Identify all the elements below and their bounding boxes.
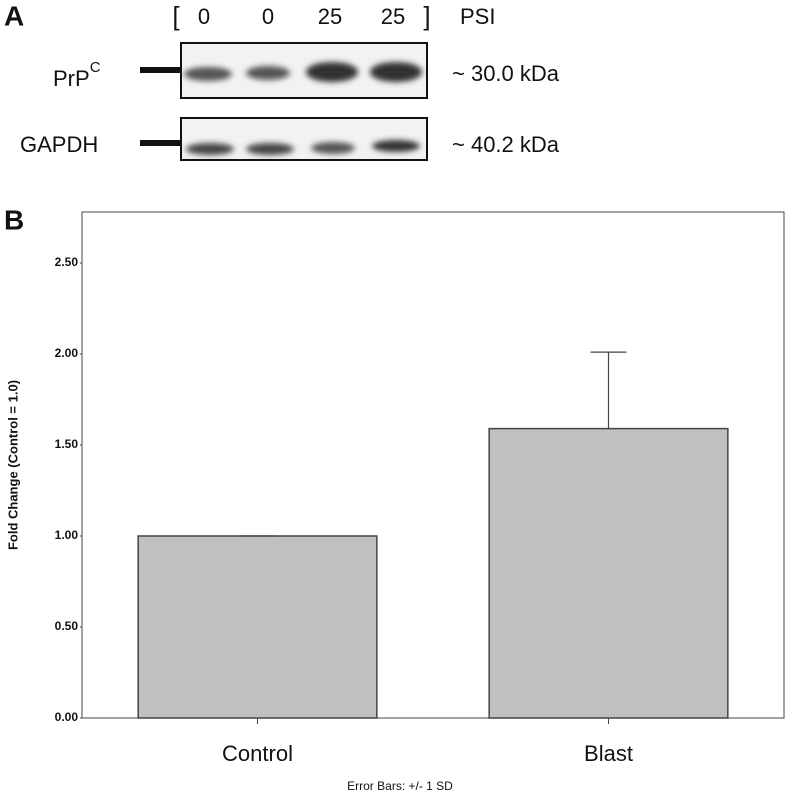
panel-label: B xyxy=(4,204,24,235)
y-tick-label: 2.50 xyxy=(55,255,79,269)
y-tick-label: 1.00 xyxy=(55,528,79,542)
lane-label: 25 xyxy=(318,4,342,29)
note: Error Bars: +/- 1 SD xyxy=(347,779,453,793)
plot-frame xyxy=(81,211,785,719)
lane-label: 0 xyxy=(198,4,210,29)
panel-label: A xyxy=(4,0,24,31)
blot-name: PrPC xyxy=(53,59,101,91)
error-bar xyxy=(590,351,627,429)
blot-image xyxy=(180,42,428,99)
unit-label: PSI xyxy=(460,4,495,29)
blot-name-text: PrP xyxy=(53,66,90,91)
blot-name: GAPDH xyxy=(20,132,98,157)
blot-size: ~ 30.0 kDa xyxy=(452,61,560,86)
lane-label: 25 xyxy=(381,4,405,29)
x-tick-label: Blast xyxy=(584,741,633,766)
y-axis-title: Fold Change (Control = 1.0) xyxy=(5,380,20,550)
y-tick-label: 0.00 xyxy=(55,710,79,724)
bracket: [ xyxy=(172,1,180,31)
y-tick-label: 0.50 xyxy=(55,619,79,633)
y-tick-label: 1.50 xyxy=(55,437,79,451)
bracket: ] xyxy=(423,1,430,31)
marker-bar xyxy=(140,140,181,146)
marker-bar xyxy=(140,67,181,73)
blot-image xyxy=(180,117,428,161)
bar xyxy=(137,535,378,719)
bar xyxy=(488,427,729,719)
blot-size: ~ 40.2 kDa xyxy=(452,132,560,157)
lane-label: 0 xyxy=(262,4,274,29)
x-tick-label: Control xyxy=(222,741,293,766)
y-tick-label: 2.00 xyxy=(55,346,79,360)
superscript: C xyxy=(90,59,101,76)
